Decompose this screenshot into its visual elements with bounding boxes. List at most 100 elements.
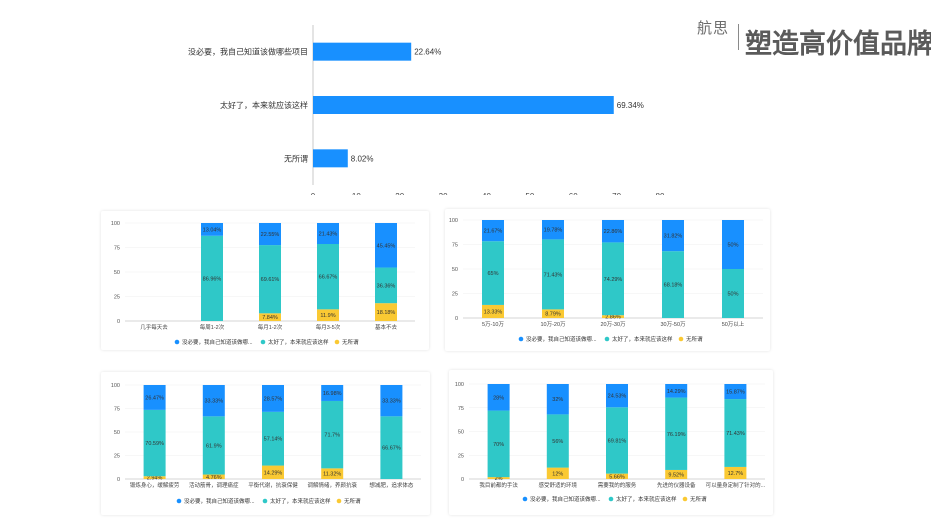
- x-tick-label: 50: [525, 192, 534, 195]
- legend-marker: [174, 339, 180, 345]
- bar-segment: [202, 385, 225, 417]
- data-label: 22.86%: [604, 229, 623, 235]
- x-tick-label: 基本不去: [375, 323, 398, 331]
- legend-marker: [334, 339, 340, 345]
- data-label: 68.18%: [664, 283, 683, 289]
- bar-segment: [143, 385, 166, 410]
- bar-segment: [317, 309, 339, 321]
- bar-segment: [602, 315, 624, 318]
- bar-segment: [482, 241, 504, 305]
- x-tick-label: 几乎每天去: [140, 323, 168, 331]
- bar-segment: [321, 385, 344, 401]
- y-tick-label: 50: [452, 267, 458, 273]
- chart-preference: 0 25 50 75 100 2% 70% 28% 我目前都的手法 12% 56% 32% 感受舒适的环…: [455, 382, 766, 503]
- bar-segment: [375, 303, 397, 321]
- x-tick-label: 平衡代谢，抗衰保健: [248, 481, 298, 489]
- y-tick-label: 25: [458, 453, 464, 459]
- data-label: 14.29%: [667, 389, 686, 395]
- bar: [313, 42, 412, 61]
- bar-segment: [542, 220, 564, 240]
- x-tick-label: 10: [352, 192, 361, 195]
- legend-label: 没必要，我自己知道该做哪...: [530, 495, 601, 503]
- data-label: 24.53%: [608, 394, 627, 400]
- legend-marker: [608, 496, 614, 502]
- chart-purpose: 0 25 50 75 100 2.94% 70.59% 26.47% 锻炼身心，缓解疲劳 4.76…: [111, 383, 421, 505]
- x-tick-label: 70: [612, 192, 621, 195]
- data-label: 15.87%: [726, 390, 745, 396]
- bar-segment: [202, 416, 225, 475]
- data-label: 70.59%: [145, 441, 164, 447]
- chart-visit-frequency: 0 25 50 75 100 几乎每天去 86.96% 13.04% 每周1-2次 7.84% 69…: [111, 221, 415, 346]
- logo-slogan: 塑造高价值品牌: [745, 29, 931, 60]
- chart-panel-3: 0 25 50 75 100 2.94% 70.59% 26.47% 锻炼身心，缓解疲劳 4.76…: [101, 372, 430, 515]
- data-label: 66.67%: [319, 275, 338, 281]
- legend-label: 没必要，我自己知道该做哪...: [526, 335, 597, 343]
- x-tick-label: 60: [569, 192, 578, 195]
- x-tick-label: 我目前都的手法: [479, 481, 518, 489]
- data-label: 50%: [727, 292, 738, 298]
- legend-label: 无所谓: [690, 495, 707, 503]
- data-label: 12.7%: [728, 471, 744, 477]
- data-label: 26.47%: [145, 395, 164, 401]
- x-tick-label: 80: [656, 192, 665, 195]
- y-tick-label: 25: [452, 292, 458, 298]
- x-tick-label: 需要我的的服务: [598, 481, 637, 489]
- data-label: 11.32%: [323, 472, 341, 478]
- bar-segment: [606, 384, 628, 408]
- data-label: 33.33%: [382, 399, 401, 405]
- legend-marker: [682, 496, 688, 502]
- data-label: 9.52%: [668, 472, 684, 478]
- bar-segment: [665, 384, 688, 398]
- legend-label: 没必要，我自己知道该做哪...: [182, 338, 253, 346]
- x-tick-label: 活动筋骨，调理痛症: [189, 481, 239, 489]
- data-label: 11.9%: [320, 313, 335, 319]
- y-tick-label: 100: [111, 383, 120, 389]
- data-label: 86.96%: [203, 276, 222, 282]
- bar: [313, 96, 614, 114]
- brand-logo: 航思 塑造高价值品牌: [697, 20, 931, 61]
- x-tick-label: 调解情绪，养颜抗衰: [307, 481, 357, 489]
- bar-segment: [487, 384, 510, 411]
- data-label: 69.81%: [608, 438, 627, 444]
- x-tick-label: 每月1-2次: [258, 323, 283, 331]
- bar-segment: [317, 244, 339, 310]
- data-label: 18.18%: [377, 310, 396, 316]
- data-label: 33.33%: [204, 399, 223, 405]
- x-tick-label: 每月3-5次: [316, 323, 341, 331]
- x-tick-label: 5万-10万: [482, 321, 505, 328]
- y-tick-label: 50: [114, 430, 120, 436]
- data-label: 66.67%: [382, 446, 401, 452]
- data-label: 57.14%: [264, 437, 283, 443]
- bar-segment: [542, 239, 564, 310]
- y-tick-label: 75: [452, 243, 458, 249]
- x-tick-label: 每周1-2次: [200, 323, 225, 331]
- bar-segment: [542, 309, 564, 318]
- x-tick-label: 0: [311, 192, 316, 195]
- y-tick-label: 75: [114, 407, 120, 413]
- data-label: 45.45%: [377, 243, 396, 249]
- data-label: 19.78%: [544, 228, 563, 234]
- chart-income: 0 25 50 75 100 13.33% 65% 21.67% 5万-10万 8.79% 71.4…: [449, 218, 763, 343]
- data-label: 8.79%: [545, 312, 561, 318]
- x-tick-label: 可以量身定制了针对的...: [706, 481, 766, 489]
- data-label: 12%: [552, 471, 563, 477]
- bar-segment: [321, 468, 344, 479]
- bar-segment: [724, 399, 747, 467]
- x-tick-label: 先进的仪器设备: [657, 481, 696, 489]
- data-label: 74.29%: [604, 277, 623, 283]
- value-label: 22.64%: [414, 48, 441, 57]
- data-label: 16.98%: [323, 391, 342, 397]
- bar-segment: [665, 469, 688, 479]
- data-label: 50%: [727, 243, 738, 249]
- chart-panel-2: 0 25 50 75 100 13.33% 65% 21.67% 5万-10万 8.79% 71.4…: [445, 209, 770, 351]
- bar-segment: [321, 400, 344, 469]
- y-tick-label: 50: [458, 430, 464, 436]
- data-label: 69.61%: [261, 277, 280, 283]
- data-label: 71.43%: [544, 272, 563, 278]
- bar-segment: [262, 465, 284, 479]
- x-tick-label: 想减肥，追求体态: [369, 481, 414, 489]
- y-tick-label: 100: [449, 218, 458, 224]
- data-label: 71.7%: [324, 433, 340, 439]
- bar-segment: [487, 477, 510, 479]
- x-tick-label: 感受舒适的环境: [539, 481, 578, 489]
